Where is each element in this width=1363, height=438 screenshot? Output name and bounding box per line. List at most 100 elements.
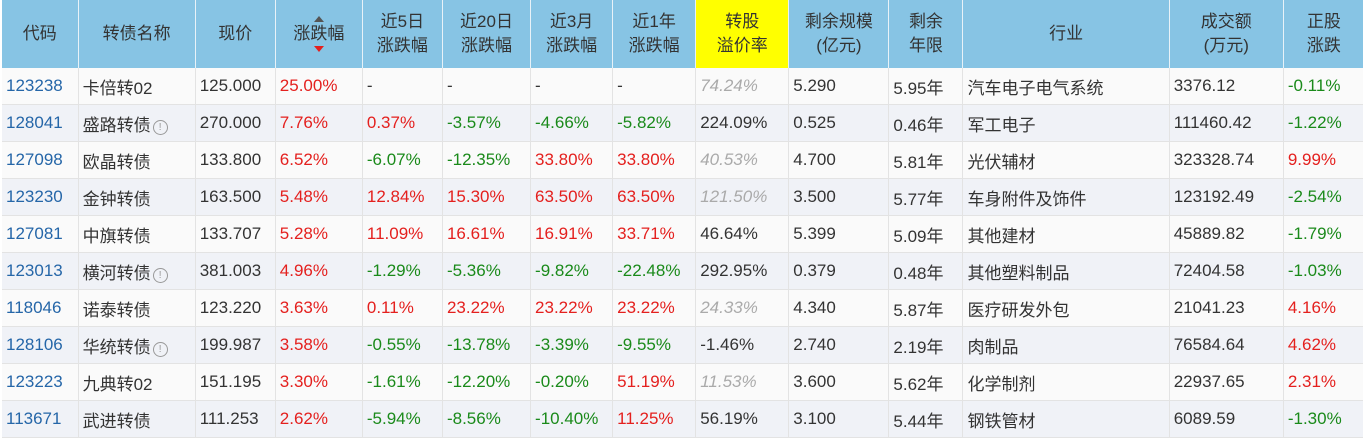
- cell-code[interactable]: 127098: [2, 141, 79, 179]
- cell-code[interactable]: 123223: [2, 363, 79, 401]
- cell-volume: 3376.12: [1169, 68, 1284, 105]
- cell-value: 51.19%: [617, 372, 675, 391]
- cell-chg3m: -4.66%: [530, 104, 614, 142]
- table-row[interactable]: 128041 盛路转债! 270.000 7.76% 0.37% -3.57% -4.66%…: [2, 104, 1363, 142]
- cell-value: -10.40%: [535, 409, 599, 428]
- cell-stock_chg: 9.99%: [1283, 141, 1363, 179]
- cell-chg: 3.63%: [275, 289, 363, 327]
- column-header-chg5d[interactable]: 近5日 涨跌幅: [362, 0, 443, 68]
- cell-value: 151.195: [199, 372, 262, 391]
- cell-code[interactable]: 127081: [2, 215, 79, 253]
- cell-name[interactable]: 华统转债!: [78, 326, 196, 364]
- cell-premium: -1.46%: [695, 326, 790, 364]
- cell-value: -3.39%: [535, 335, 589, 354]
- cell-value: 5.95年: [893, 78, 944, 98]
- cell-name[interactable]: 横河转债!: [78, 252, 196, 290]
- table-row[interactable]: 128106 华统转债! 199.987 3.58% -0.55% -13.78% -3.3…: [2, 326, 1363, 364]
- cell-value: 中旗转债: [82, 226, 151, 246]
- cell-value: 33.80%: [617, 150, 675, 169]
- info-icon[interactable]: !: [152, 119, 168, 135]
- info-icon[interactable]: !: [152, 341, 168, 357]
- column-header-volume[interactable]: 成交额 (万元): [1169, 0, 1284, 68]
- cell-premium: 11.53%: [695, 363, 790, 401]
- cell-chg20d: 16.61%: [442, 215, 532, 253]
- sort-asc-icon[interactable]: [313, 16, 324, 22]
- cell-value: 46.64%: [700, 224, 758, 243]
- cell-value: -1.61%: [366, 372, 421, 391]
- cell-volume: 22937.65: [1169, 363, 1284, 401]
- cell-premium: 292.95%: [695, 252, 790, 290]
- column-header-chg3m[interactable]: 近3月 涨跌幅: [530, 0, 614, 68]
- cell-name[interactable]: 诺泰转债: [78, 289, 196, 327]
- cell-chg3m: -9.82%: [530, 252, 614, 290]
- column-header-chg1y[interactable]: 近1年 涨跌幅: [612, 0, 697, 68]
- column-header-price[interactable]: 现价: [195, 0, 276, 68]
- cell-value: -: [366, 76, 373, 95]
- cell-value: 123223: [6, 372, 63, 391]
- table-row[interactable]: 123013 横河转债! 381.003 4.96% -1.29% -5.36% -9.82…: [2, 252, 1363, 290]
- cell-value: 33.80%: [535, 150, 593, 169]
- cell-value: 卡倍转02: [82, 78, 153, 98]
- cell-value: 金钟转债: [82, 189, 151, 209]
- table-row[interactable]: 113671 武进转债 111.253 2.62% -5.94% -8.56% -10.40…: [2, 400, 1363, 438]
- column-header-label: 成交额: [1200, 12, 1252, 31]
- cell-code[interactable]: 128041: [2, 104, 79, 142]
- column-header-chg20d[interactable]: 近20日 涨跌幅: [442, 0, 532, 68]
- cell-code[interactable]: 123230: [2, 178, 79, 216]
- cell-value: 24.33%: [700, 298, 758, 317]
- table-row[interactable]: 123238 卡倍转02 125.000 25.00% - - - - 74.24% 5.290 5…: [2, 68, 1363, 105]
- cell-chg20d: -12.20%: [442, 363, 532, 401]
- cell-value: 7.76%: [279, 113, 328, 132]
- cell-code[interactable]: 123238: [2, 68, 79, 105]
- cell-name[interactable]: 九典转02: [78, 363, 196, 401]
- cell-value: 76584.64: [1173, 335, 1245, 354]
- table-row[interactable]: 127081 中旗转债 133.707 5.28% 11.09% 16.61% 16.91%…: [2, 215, 1363, 253]
- cell-code[interactable]: 128106: [2, 326, 79, 364]
- cell-value: 123.220: [199, 298, 262, 317]
- cell-code[interactable]: 113671: [2, 400, 79, 438]
- cell-price: 151.195: [195, 363, 276, 401]
- cell-code[interactable]: 123013: [2, 252, 79, 290]
- cell-price: 123.220: [195, 289, 276, 327]
- table-row[interactable]: 118046 诺泰转债 123.220 3.63% 0.11% 23.22% 23.22% 2…: [2, 289, 1363, 327]
- cell-years: 5.62年: [888, 363, 964, 401]
- column-header-premium[interactable]: 转股 溢价率: [695, 0, 790, 68]
- cell-size: 0.379: [788, 252, 890, 290]
- table-row[interactable]: 123230 金钟转债 163.500 5.48% 12.84% 15.30% 63.50%…: [2, 178, 1363, 216]
- info-icon[interactable]: !: [152, 267, 168, 283]
- cell-value: -2.54%: [1287, 187, 1342, 206]
- cell-value: 5.77年: [893, 189, 944, 209]
- column-header-label: 溢价率: [716, 36, 768, 55]
- cell-chg: 3.58%: [275, 326, 363, 364]
- column-header-size[interactable]: 剩余规模 (亿元): [788, 0, 890, 68]
- cell-name[interactable]: 欧晶转债: [78, 141, 196, 179]
- column-header-years[interactable]: 剩余 年限: [888, 0, 964, 68]
- cell-code[interactable]: 118046: [2, 289, 79, 327]
- cell-chg1y: 33.80%: [612, 141, 697, 179]
- column-header-code[interactable]: 代码: [2, 0, 79, 68]
- cell-value: 0.37%: [366, 113, 416, 132]
- cell-name[interactable]: 盛路转债!: [78, 104, 196, 142]
- cell-name[interactable]: 金钟转债: [78, 178, 196, 216]
- column-header-chg[interactable]: 涨跌幅: [275, 0, 363, 68]
- cell-value: 2.62%: [279, 409, 328, 428]
- table-row[interactable]: 123223 九典转02 151.195 3.30% -1.61% -12.20% -0.2…: [2, 363, 1363, 401]
- column-header-label: (亿元): [816, 36, 862, 55]
- cell-years: 2.19年: [888, 326, 964, 364]
- cell-years: 5.77年: [888, 178, 964, 216]
- cell-chg5d: -5.94%: [362, 400, 443, 438]
- column-header-industry[interactable]: 行业: [962, 0, 1170, 68]
- cell-value: 224.09%: [700, 113, 768, 132]
- cell-name[interactable]: 武进转债: [78, 400, 196, 438]
- cell-name[interactable]: 卡倍转02: [78, 68, 196, 105]
- cell-industry: 钢铁管材: [962, 400, 1170, 438]
- cell-years: 5.09年: [888, 215, 964, 253]
- table-row[interactable]: 127098 欧晶转债 133.800 6.52% -6.07% -12.35% 33.80…: [2, 141, 1363, 179]
- sort-desc-icon[interactable]: [313, 46, 324, 52]
- column-header-name[interactable]: 转债名称: [78, 0, 196, 68]
- cell-value: 74.24%: [700, 76, 758, 95]
- cell-name[interactable]: 中旗转债: [78, 215, 196, 253]
- cell-chg5d: -: [362, 68, 443, 105]
- column-header-stock_chg[interactable]: 正股 涨跌: [1283, 0, 1363, 68]
- cell-value: -0.55%: [366, 335, 421, 354]
